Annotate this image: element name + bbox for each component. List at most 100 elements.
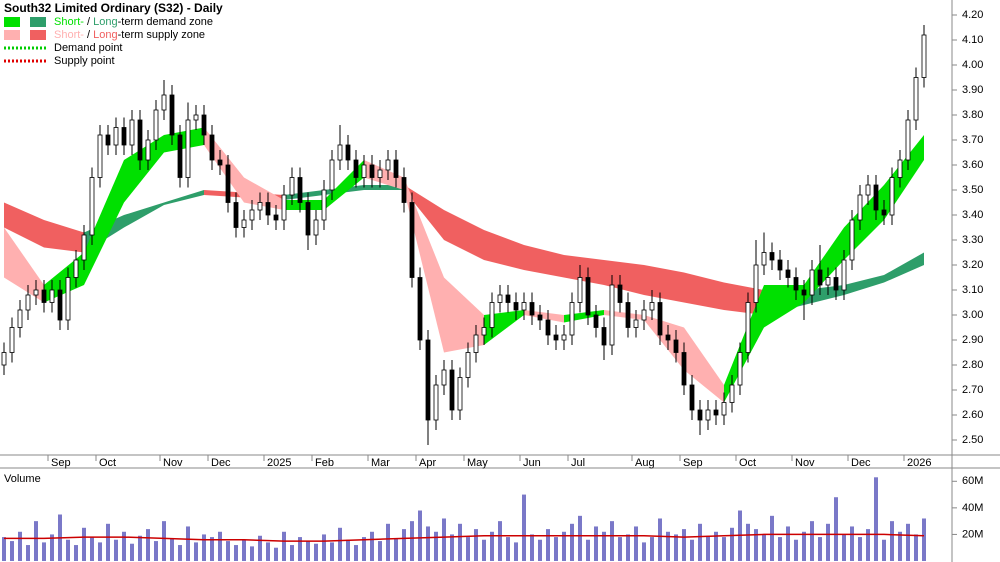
volume-bar [194, 542, 198, 561]
volume-bar [706, 535, 710, 561]
candle-body [297, 177, 303, 203]
candle-body [25, 294, 31, 311]
candle-body [33, 289, 39, 296]
candle-body [401, 177, 407, 203]
zone-segment [684, 327, 724, 403]
volume-bar [242, 539, 246, 561]
volume-bar [674, 534, 678, 561]
volume-bar [90, 537, 94, 561]
y-tick-label: 4.10 [962, 34, 983, 46]
candle-body [417, 277, 423, 341]
volume-bar [714, 531, 718, 561]
volume-bar [682, 529, 686, 561]
volume-bar [258, 535, 262, 561]
candle-body [17, 309, 23, 328]
candle-body [545, 319, 551, 336]
x-tick-label: Jun [523, 457, 541, 469]
volume-bar [418, 510, 422, 561]
candle-body [689, 384, 695, 411]
candle-body [881, 209, 887, 216]
volume-bar [730, 527, 734, 561]
volume-bar [98, 542, 102, 561]
volume-bar [466, 537, 470, 561]
candle-body [673, 339, 679, 353]
zone-segment [444, 210, 484, 260]
volume-bar [570, 523, 574, 561]
candle-body [257, 202, 263, 211]
legend-part: Long [93, 29, 117, 41]
volume-bar [866, 529, 870, 561]
volume-bar [282, 531, 286, 561]
volume-bar [890, 521, 894, 561]
x-tick-label: 2026 [907, 457, 931, 469]
candle-body [513, 302, 519, 311]
volume-y-tick-label: 20M [962, 528, 983, 540]
candle-body [537, 314, 543, 321]
x-tick-label: Nov [795, 457, 815, 469]
volume-bar [810, 521, 814, 561]
zone-segment [244, 177, 284, 210]
volume-bar [818, 537, 822, 561]
candle-body [321, 189, 327, 221]
zone-segment [84, 160, 124, 285]
candle-body [577, 277, 583, 303]
volume-bar [306, 541, 310, 561]
zone-segment [564, 255, 604, 285]
volume-title: Volume [4, 473, 41, 485]
candle-body [857, 194, 863, 221]
candle-body [9, 327, 15, 353]
legend-swatch [4, 30, 20, 40]
volume-bar [786, 526, 790, 561]
volume-bar [546, 529, 550, 561]
y-tick-label: 2.80 [962, 359, 983, 371]
legend-label: Demand point [54, 42, 123, 54]
x-tick-label: Oct [739, 457, 756, 469]
volume-bar [178, 545, 182, 561]
zone-segment [124, 135, 164, 203]
candle-body [553, 334, 559, 341]
volume-bar [114, 539, 118, 561]
candle-body [97, 134, 103, 178]
candle-body [393, 159, 399, 178]
candle-body [721, 402, 727, 416]
x-tick-label: Apr [419, 457, 436, 469]
candle-body [753, 264, 759, 303]
volume-bar [858, 537, 862, 561]
volume-bar [50, 534, 54, 561]
volume-bar [850, 526, 854, 561]
zone-segment [284, 200, 324, 210]
zone-segment [4, 202, 44, 248]
x-tick-label: Dec [851, 457, 871, 469]
candle-body [89, 177, 95, 236]
zone-segment [684, 272, 724, 310]
volume-bar [594, 526, 598, 561]
candle-body [921, 34, 927, 78]
volume-bar [874, 477, 878, 561]
volume-bar [538, 539, 542, 561]
candle-body [273, 214, 279, 221]
volume-bar [634, 526, 638, 561]
volume-bar [338, 527, 342, 561]
candle-body [129, 119, 135, 146]
volume-bar [314, 543, 318, 561]
candle-body [193, 114, 199, 121]
volume-bar [250, 546, 254, 561]
volume-bar [618, 537, 622, 561]
zone-segment [4, 227, 44, 303]
volume-bar [330, 542, 334, 561]
volume-bar [362, 537, 366, 561]
volume-bar [162, 521, 166, 561]
volume-bar [514, 542, 518, 561]
candle-body [481, 327, 487, 336]
legend-part: Supply point [54, 55, 115, 67]
candle-body [169, 94, 175, 136]
volume-bar [498, 521, 502, 561]
volume-bar [922, 518, 926, 561]
y-tick-label: 2.90 [962, 334, 983, 346]
x-tick-label: Sep [51, 457, 71, 469]
candle-body [433, 384, 439, 421]
legend-part: Short- [54, 16, 84, 28]
